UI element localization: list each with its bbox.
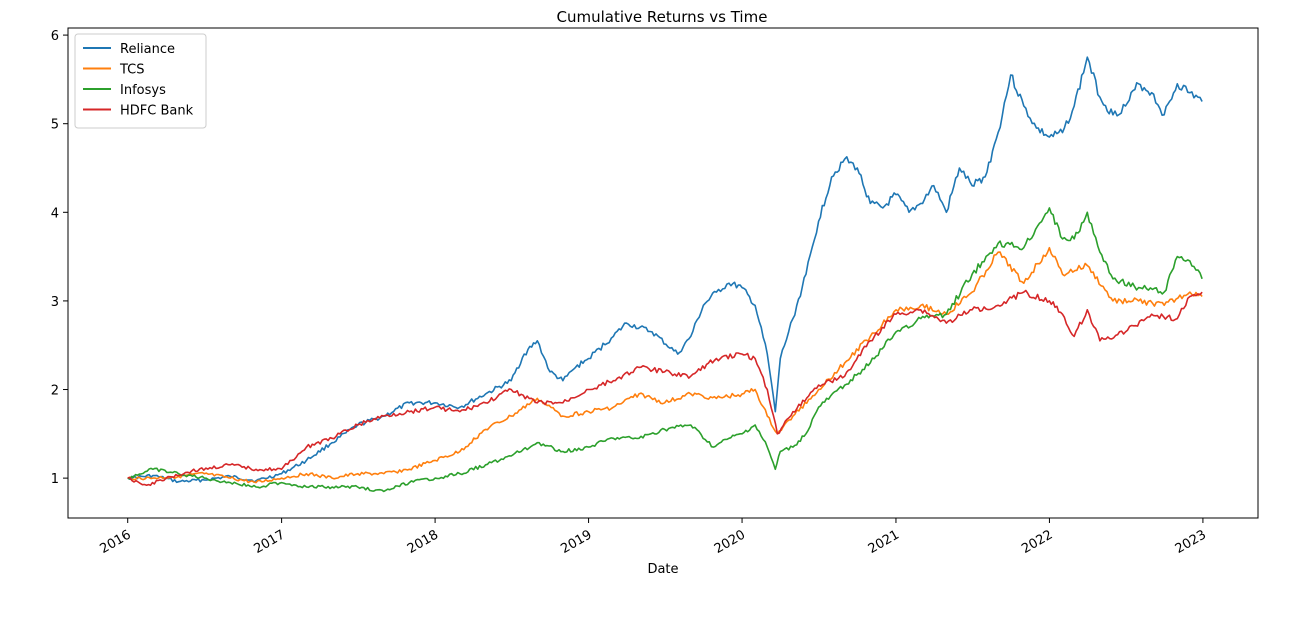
series-line-reliance (127, 56, 1203, 484)
y-axis: 1 2 3 4 5 6 (51, 29, 68, 487)
y-tick-label: 2 (51, 384, 59, 399)
series-line-hdfc-bank (127, 289, 1203, 487)
y-tick-label: 5 (51, 118, 59, 133)
series-layer (127, 56, 1203, 493)
chart-title: Cumulative Returns vs Time (557, 8, 768, 26)
legend-label: Reliance (120, 42, 175, 57)
plot-frame (67, 27, 1259, 519)
series-line-infosys (127, 207, 1203, 493)
y-tick-label: 3 (51, 295, 59, 310)
y-tick-label: 6 (51, 29, 59, 44)
series-line-tcs (127, 246, 1203, 484)
legend-label: HDFC Bank (120, 104, 194, 119)
legend: Reliance TCS Infosys HDFC Bank (74, 33, 207, 129)
legend-label: TCS (119, 63, 145, 78)
y-tick-label: 4 (51, 206, 59, 221)
legend-label: Infosys (120, 83, 166, 98)
x-axis-title: Date (647, 562, 678, 577)
y-tick-label: 1 (51, 472, 59, 487)
legend-box (74, 33, 207, 129)
